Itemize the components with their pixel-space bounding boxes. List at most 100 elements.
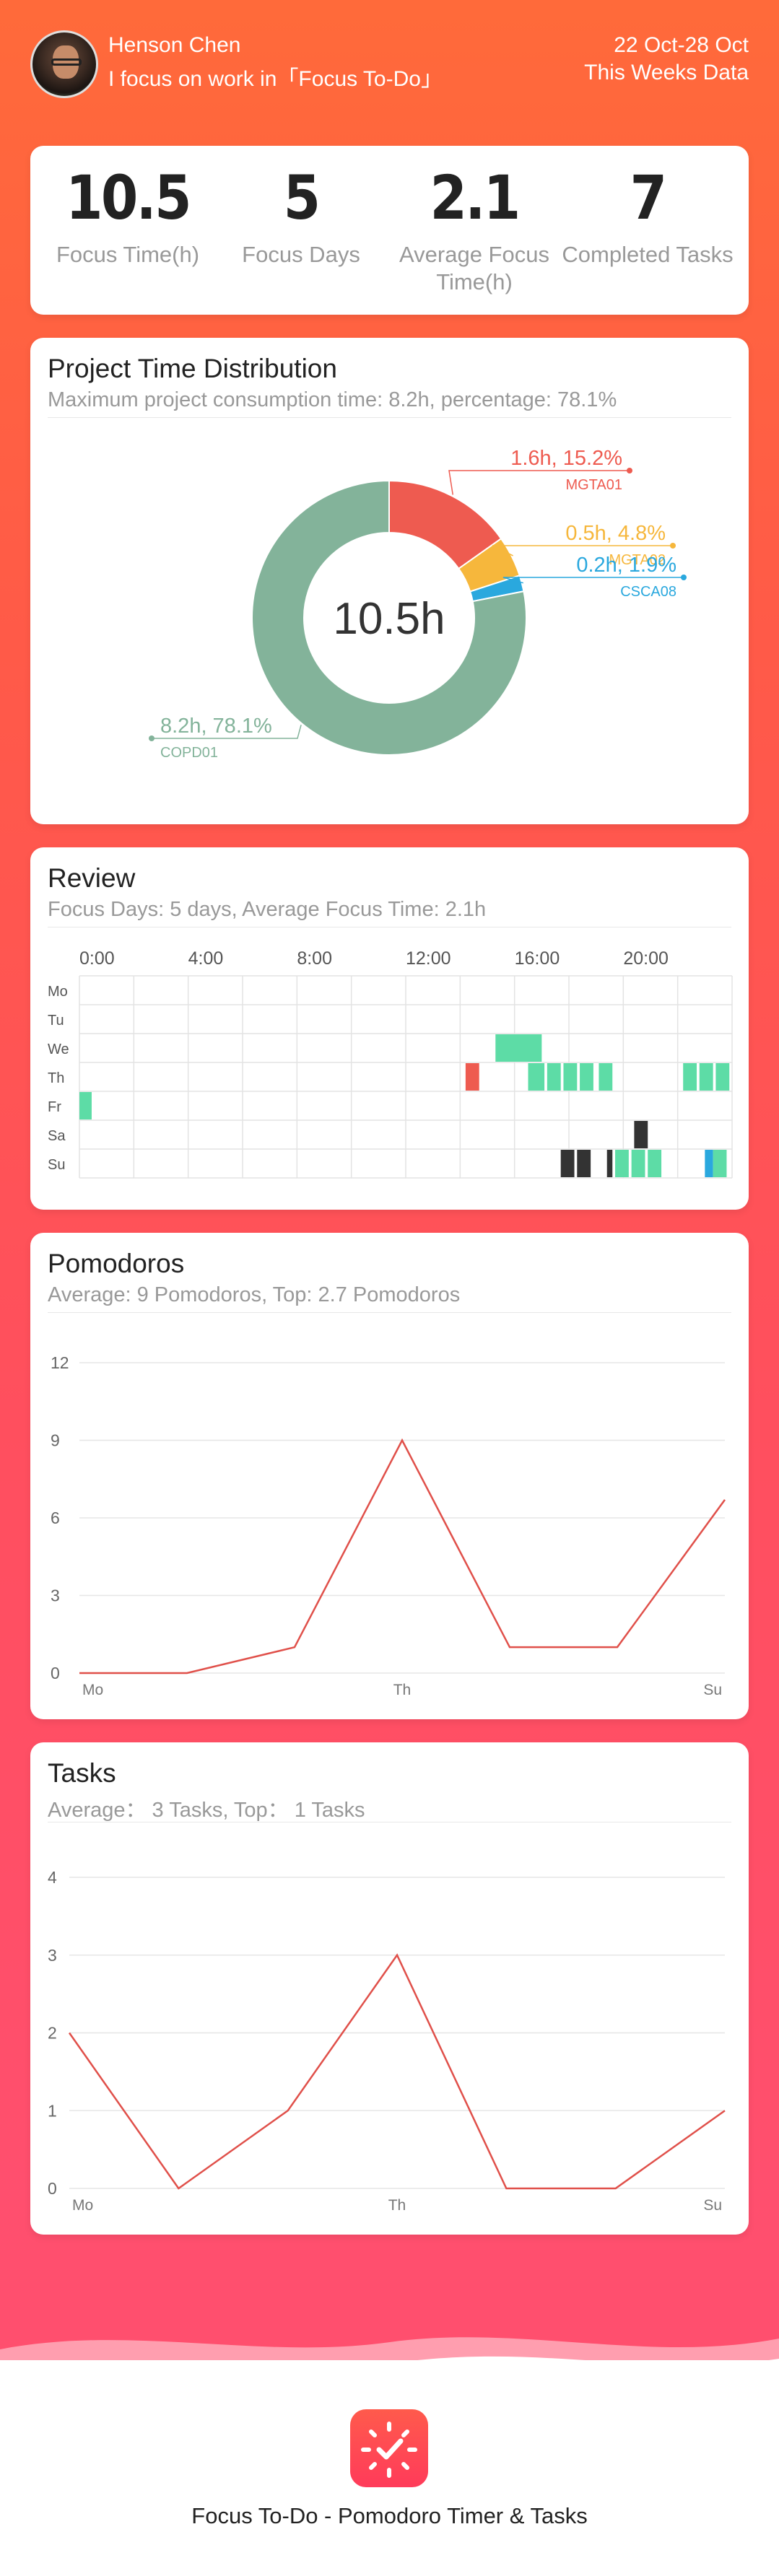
review-focus-block	[599, 1063, 613, 1091]
app-logo[interactable]	[350, 2409, 428, 2487]
stat-label: Focus Time(h)	[56, 242, 200, 267]
chart-x-tick-label: Su	[703, 1682, 722, 1698]
donut-leader-line	[492, 545, 673, 556]
review-focus-block	[528, 1063, 545, 1091]
donut-slice-copd01[interactable]	[251, 479, 527, 756]
review-focus-block	[648, 1150, 662, 1177]
donut-value-label: 0.5h, 4.8%	[565, 522, 666, 545]
card-subtitle: Maximum project consumption time: 8.2h, …	[48, 388, 617, 411]
header: Henson Chen I focus on work in「Focus To-…	[0, 0, 779, 130]
chart-y-tick-label: 0	[48, 2179, 57, 2198]
review-day-label: We	[48, 1042, 69, 1057]
review-focus-block	[705, 1150, 713, 1177]
review-time-label: 12:00	[406, 948, 451, 969]
review-focus-block	[465, 1063, 479, 1091]
donut-project-label: COPD01	[160, 745, 218, 761]
review-focus-block	[580, 1063, 593, 1091]
user-motto: I focus on work in「Focus To-Do」	[108, 67, 443, 91]
chart-x-tick-label: Su	[703, 2197, 722, 2214]
stat-average-focus-time: 2.1 Average Focus Time(h)	[388, 162, 561, 296]
donut-leader-line	[502, 577, 684, 584]
review-focus-block	[634, 1121, 648, 1148]
review-focus-block	[699, 1063, 713, 1091]
donut-leader-line	[448, 470, 630, 495]
tasks-line-chart: 0 1 2 3 4 Mo Th Su	[48, 1868, 726, 2214]
chart-y-tick-label: 2	[48, 2024, 57, 2043]
chart-y-tick-label: 3	[48, 1946, 57, 1965]
avatar-face	[53, 45, 79, 79]
review-focus-block	[560, 1150, 575, 1177]
project-distribution-card: Project Time Distribution Maximum projec…	[30, 338, 749, 824]
chart-series-line	[79, 1438, 726, 1675]
review-focus-block	[563, 1063, 578, 1091]
donut-chart[interactable]: 10.5h 1.6h, 15.2% MGTA01 0.5h, 4.8% MGTA020.…	[30, 338, 749, 824]
card-subtitle: Focus Days: 5 days, Average Focus Time: …	[48, 898, 487, 921]
card-title: Project Time Distribution	[48, 354, 337, 383]
review-timeline: 0:00 4:00 8:00 12:00 16:00 20:00 Mo Tu We Th Fr Sa S…	[48, 948, 733, 1179]
stat-label: Completed Tasks	[562, 242, 734, 267]
donut-center-label: 10.5h	[333, 594, 445, 644]
date-range[interactable]: 22 Oct-28 Oct	[614, 33, 749, 57]
review-time-label: 8:00	[297, 948, 332, 969]
chart-y-tick-label: 6	[51, 1509, 60, 1527]
review-card: Review Focus Days: 5 days, Average Focus…	[30, 847, 749, 1210]
donut-value-label: 1.6h, 15.2%	[510, 447, 622, 470]
donut-project-label: MGTA01	[565, 477, 622, 493]
chart-y-tick-label: 1	[48, 2101, 57, 2120]
donut-leader-dot	[149, 735, 155, 741]
card-title: Tasks	[48, 1758, 116, 1788]
stat-value: 5	[283, 162, 321, 233]
review-focus-block	[79, 1092, 92, 1119]
stat-label: Focus Days	[242, 242, 360, 267]
app-name: Focus To-Do - Pomodoro Timer & Tasks	[191, 2503, 588, 2528]
donut-leader-dot	[670, 543, 676, 549]
chart-x-tick-label: Th	[393, 1682, 412, 1698]
stat-value: 10.5	[66, 162, 191, 233]
clock-check-icon	[361, 2422, 417, 2478]
stat-focus-time: 10.5 Focus Time(h)	[41, 162, 214, 268]
chart-y-tick-label: 12	[51, 1353, 69, 1372]
chart-x-tick-label: Mo	[82, 1682, 103, 1698]
review-day-label: Tu	[48, 1013, 64, 1029]
review-time-label: 16:00	[515, 948, 560, 969]
review-time-label: 4:00	[188, 948, 224, 969]
review-day-label: Su	[48, 1157, 65, 1173]
review-focus-block	[615, 1150, 629, 1177]
review-focus-block	[631, 1150, 645, 1177]
stat-value: 2.1	[430, 162, 521, 233]
chart-x-tick-label: Th	[388, 2197, 406, 2214]
pomodoros-card: Pomodoros Average: 9 Pomodoros, Top: 2.7…	[30, 1233, 749, 1719]
donut-value-label: 0.2h, 1.9%	[576, 554, 676, 577]
tasks-card: Tasks Average： 3 Tasks, Top： 1 Tasks 0 1 2…	[30, 1742, 749, 2235]
review-day-label: Th	[48, 1070, 64, 1086]
donut-leader-dot	[627, 468, 632, 473]
stat-label: Average Focus Time(h)	[399, 242, 549, 294]
review-time-label: 20:00	[623, 948, 669, 969]
divider	[48, 1312, 731, 1313]
card-subtitle: Average： 3 Tasks, Top： 1 Tasks	[48, 1799, 365, 1822]
chart-x-tick-label: Mo	[72, 2197, 93, 2214]
user-name: Henson Chen	[108, 33, 241, 57]
review-focus-block	[715, 1063, 730, 1091]
avatar[interactable]	[30, 30, 98, 98]
chart-y-tick-label: 9	[51, 1431, 60, 1450]
card-title: Review	[48, 863, 136, 893]
review-focus-block	[577, 1150, 591, 1177]
chart-series-line	[68, 1953, 726, 2190]
chart-y-tick-label: 3	[51, 1586, 60, 1605]
review-focus-block	[547, 1063, 561, 1091]
review-day-label: Sa	[48, 1128, 66, 1144]
review-day-label: Mo	[48, 984, 68, 1000]
donut-project-label: MGTA02	[609, 552, 666, 568]
donut-value-label: 8.2h, 78.1%	[160, 715, 272, 738]
review-focus-block	[606, 1150, 613, 1177]
review-focus-block	[713, 1150, 727, 1177]
review-focus-block	[683, 1063, 697, 1091]
review-day-label: Fr	[48, 1099, 61, 1115]
stat-value: 7	[630, 162, 667, 233]
review-time-label: 0:00	[79, 948, 115, 969]
pomodoros-line-chart: 0 3 6 9 12 Mo Th Su	[51, 1353, 726, 1698]
card-title: Pomodoros	[48, 1249, 185, 1278]
stat-completed-tasks: 7 Completed Tasks	[561, 162, 734, 268]
week-label: This Weeks Data	[584, 61, 749, 84]
